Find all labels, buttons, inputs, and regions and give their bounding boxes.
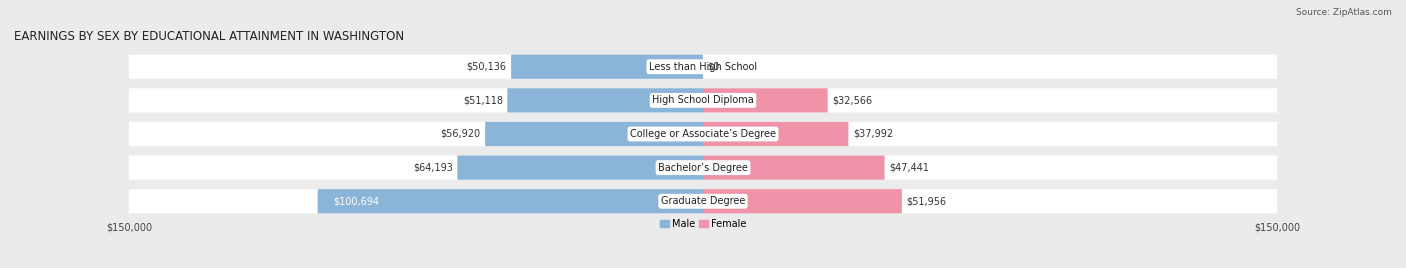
Text: $47,441: $47,441 (889, 163, 929, 173)
Text: $0: $0 (707, 62, 720, 72)
FancyBboxPatch shape (318, 189, 703, 213)
Text: Bachelor’s Degree: Bachelor’s Degree (658, 163, 748, 173)
FancyBboxPatch shape (129, 55, 1277, 79)
Legend: Male, Female: Male, Female (659, 219, 747, 229)
FancyBboxPatch shape (703, 155, 884, 180)
Text: $100,694: $100,694 (333, 196, 380, 206)
Text: $51,118: $51,118 (463, 95, 503, 105)
Text: Less than High School: Less than High School (650, 62, 756, 72)
FancyBboxPatch shape (508, 88, 703, 113)
Text: $64,193: $64,193 (413, 163, 453, 173)
Text: Source: ZipAtlas.com: Source: ZipAtlas.com (1296, 8, 1392, 17)
Text: $32,566: $32,566 (832, 95, 872, 105)
FancyBboxPatch shape (129, 122, 1277, 146)
FancyBboxPatch shape (703, 122, 848, 146)
FancyBboxPatch shape (512, 55, 703, 79)
FancyBboxPatch shape (457, 155, 703, 180)
Text: Graduate Degree: Graduate Degree (661, 196, 745, 206)
Text: $37,992: $37,992 (853, 129, 893, 139)
FancyBboxPatch shape (485, 122, 703, 146)
FancyBboxPatch shape (129, 189, 1277, 213)
Text: $56,920: $56,920 (440, 129, 481, 139)
FancyBboxPatch shape (129, 88, 1277, 113)
Text: College or Associate’s Degree: College or Associate’s Degree (630, 129, 776, 139)
FancyBboxPatch shape (703, 88, 828, 113)
Text: $51,956: $51,956 (907, 196, 946, 206)
Text: EARNINGS BY SEX BY EDUCATIONAL ATTAINMENT IN WASHINGTON: EARNINGS BY SEX BY EDUCATIONAL ATTAINMEN… (14, 30, 404, 43)
Text: High School Diploma: High School Diploma (652, 95, 754, 105)
FancyBboxPatch shape (703, 189, 901, 213)
Text: $50,136: $50,136 (467, 62, 506, 72)
FancyBboxPatch shape (129, 155, 1277, 180)
